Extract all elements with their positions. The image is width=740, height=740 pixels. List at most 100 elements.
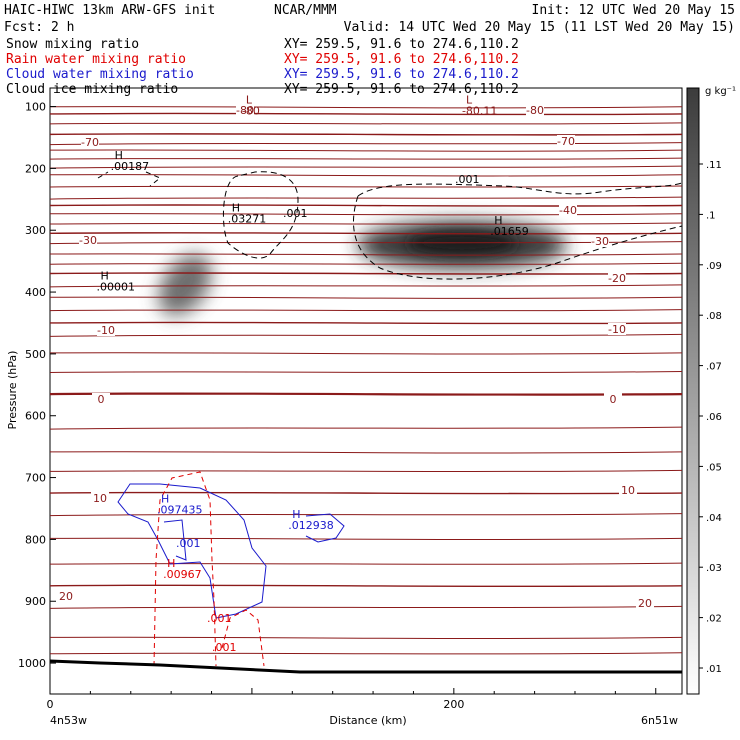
isotherm-label-bg — [79, 234, 97, 246]
isotherm-label-bg — [559, 204, 577, 216]
extremum-marker: L — [246, 93, 253, 106]
extremum-marker: H — [292, 508, 300, 521]
isotherm-line — [50, 652, 682, 655]
isotherm-line — [50, 426, 682, 430]
y-tick-label: 400 — [25, 286, 46, 299]
x-tick-label: 200 — [443, 698, 464, 711]
isotherm-label: -30 — [79, 234, 97, 247]
isotherm-label-bg — [526, 104, 544, 116]
legend: Snow mixing ratio XY= 259.5, 91.6 to 274.… — [6, 37, 519, 97]
colorbar-tick-label: .04 — [706, 513, 722, 524]
isotherm-label-bg — [636, 597, 654, 609]
isotherm-line — [50, 157, 682, 160]
isotherm-label-bg — [591, 235, 609, 247]
x-tick-label: 0 — [47, 698, 54, 711]
extremum-marker: H — [115, 149, 123, 162]
isotherm-label: -80 — [526, 104, 544, 117]
extremum-marker: H — [161, 492, 169, 505]
isotherm-line-labeled — [50, 584, 682, 588]
y-tick-label: 300 — [25, 224, 46, 237]
isotherm-label: -30 — [591, 235, 609, 248]
isotherm-line — [50, 636, 682, 639]
isotherm-label-bg — [57, 590, 75, 602]
ice-shade-small — [158, 254, 212, 316]
extremum-value: .01659 — [490, 225, 529, 238]
isotherm-line — [50, 469, 682, 473]
isotherm-label: -10 — [97, 324, 115, 337]
cloud-water-contour-inner — [163, 519, 187, 561]
isotherm-label-bg — [557, 135, 575, 147]
ice-contour-tiny — [97, 171, 161, 187]
y-tick-label: 900 — [25, 595, 46, 608]
isotherm-line — [50, 253, 682, 256]
colorbar-tick-label: .01 — [706, 664, 722, 675]
isotherm-line — [50, 296, 682, 299]
colorbar-tick-label: .03 — [706, 563, 722, 574]
legend-label: Snow mixing ratio — [6, 37, 139, 52]
isotherm-label: 0 — [610, 393, 617, 406]
contour-annotations: -80 -80-70 -70-40-30 -30-20-10 -100 010102020… — [57, 93, 654, 654]
header-fcst: Fcst: 2 h — [4, 20, 74, 35]
isotherm-label: 10 — [621, 484, 635, 497]
isotherm-label-bg — [608, 323, 626, 335]
isotherm-line — [50, 213, 682, 216]
isotherm-line — [50, 196, 682, 200]
mixing-ratio-contours — [50, 171, 682, 674]
colorbar — [686, 87, 700, 695]
isotherm-label: 0 — [98, 393, 105, 406]
contour-label: .001 — [455, 173, 480, 186]
isotherm-line — [50, 537, 682, 541]
isotherm-line — [50, 222, 682, 225]
colorbar-tick-label: .07 — [706, 362, 722, 373]
isotherm-line-labeled — [50, 133, 682, 136]
isotherm-line-labeled — [50, 392, 682, 396]
ice-contour-upper — [357, 182, 682, 197]
y-tick-label: 700 — [25, 472, 46, 485]
isotherm-label: 20 — [59, 590, 73, 603]
colorbar-tick-label: .11 — [706, 160, 722, 171]
colorbar-unit: g kg⁻¹ — [705, 86, 736, 97]
isotherm-label: 20 — [638, 597, 652, 610]
isotherm-line — [50, 241, 682, 245]
isotherm-lines — [50, 106, 682, 655]
isotherm-label-bg — [236, 104, 254, 116]
terrain-line — [50, 659, 682, 674]
isotherm-line-labeled — [50, 321, 682, 325]
isotherm-line — [50, 185, 682, 188]
colorbar-ticks: .01 .02 .03 .04 .05 .06 .07 .08 .09 .1 .11 — [699, 160, 722, 675]
extremum-value: -80 — [242, 104, 260, 117]
isotherm-line — [50, 605, 682, 609]
isotherm-label: -40 — [559, 204, 577, 217]
isotherm-line — [50, 370, 682, 374]
extremum-value: .097435 — [157, 503, 203, 516]
header-center: NCAR/MMM — [274, 3, 337, 18]
isotherm-line — [50, 174, 682, 177]
isotherm-line — [50, 142, 682, 146]
y-tick-label: 200 — [25, 162, 46, 175]
y-tick-label: 500 — [25, 348, 46, 361]
y-axis-label: Pressure (hPa) — [6, 351, 19, 430]
isotherm-label-bg — [619, 484, 637, 496]
extremum-value: .00967 — [163, 568, 202, 581]
x-endpoint-left: 4n53w — [50, 714, 87, 727]
isotherm-label: -20 — [608, 272, 626, 285]
isotherm-line — [50, 262, 682, 265]
isotherm-label: -70 — [81, 136, 99, 149]
isotherm-label-bg — [91, 492, 109, 504]
isotherm-line — [50, 562, 682, 565]
isotherm-label: -80 — [236, 104, 254, 117]
extremum-marker: H — [167, 557, 175, 570]
y-tick-label: 600 — [25, 410, 46, 423]
extremum-value: .012938 — [288, 519, 334, 532]
cloud-water-contour-main — [117, 483, 267, 619]
colorbar-tick-label: .1 — [706, 210, 716, 221]
extremum-marker: H — [232, 202, 240, 215]
legend-label: Rain water mixing ratio — [6, 52, 186, 67]
colorbar-tick-label: .08 — [706, 311, 722, 322]
isotherm-line — [50, 122, 682, 125]
colorbar-tick-label: .06 — [706, 412, 722, 423]
isotherm-line — [50, 513, 682, 517]
legend-xy: XY= 259.5, 91.6 to 274.6,110.2 — [284, 52, 519, 67]
extremum-value: .03271 — [228, 213, 266, 226]
